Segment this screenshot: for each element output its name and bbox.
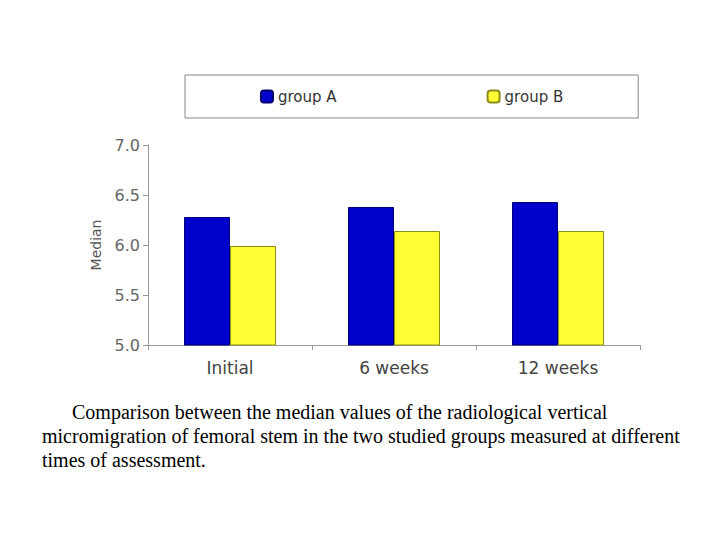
html-text:Comparison between the median: Comparison between the median values of …	[42, 401, 680, 471]
svg-text:6.5: 6.5	[115, 186, 140, 205]
svg-text:6 weeks: 6 weeks	[359, 358, 429, 378]
svg-text:group A: group A	[278, 88, 337, 106]
svg-text:6.0: 6.0	[115, 236, 140, 255]
svg-text:Median: Median	[88, 220, 104, 271]
svg-text:7.0: 7.0	[115, 136, 140, 155]
svg-text:5.5: 5.5	[115, 286, 140, 305]
svg-text:5.0: 5.0	[115, 336, 140, 355]
svg-text:12 weeks: 12 weeks	[518, 358, 599, 378]
svg-text:group B: group B	[505, 88, 564, 106]
svg-text:Initial: Initial	[206, 358, 253, 378]
